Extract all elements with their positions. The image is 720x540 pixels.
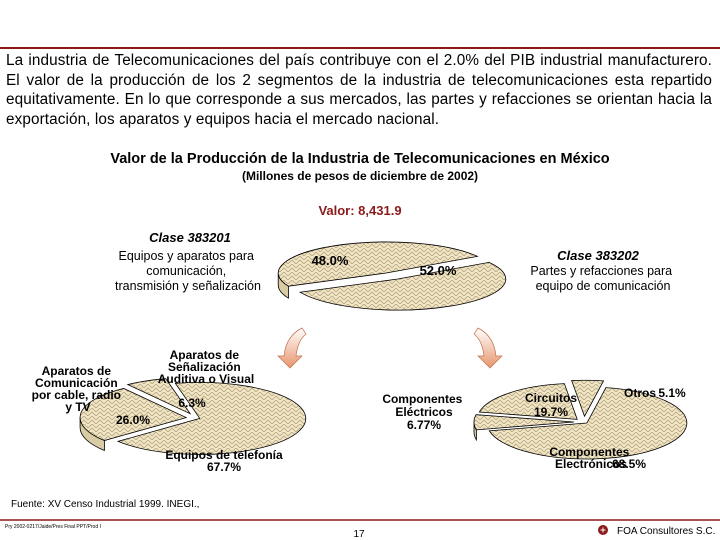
slice-description-0: Equipos y aparatos para comunicación, tr… (115, 249, 261, 293)
right3-line1: Componentes (549, 445, 629, 459)
pie-left (79, 378, 307, 455)
company-name: FOA Consultores S.C. (617, 526, 715, 537)
left1-line1: Aparatos de (170, 348, 240, 362)
source-note: Fuente: XV Censo Industrial 1999. INEGI.… (11, 499, 199, 510)
header-rule (0, 47, 720, 49)
right-value-2: 5.1% (658, 386, 686, 400)
pie-main-slice-0 (277, 241, 479, 299)
desc1-line2: equipo de comunicación (536, 279, 671, 293)
pie-right-slice-0-top (473, 414, 575, 431)
desc1-line1: Partes y refacciones para (530, 264, 672, 278)
left1-line3: Auditiva o Visual (158, 372, 254, 386)
company-logo-icon (598, 525, 608, 535)
left-value-2: 67.7% (207, 460, 241, 474)
right-value-0: 6.77% (407, 418, 441, 432)
pie-left-slice-1 (126, 378, 192, 415)
desc0-line1: Equipos y aparatos para (119, 249, 255, 263)
pie-main-slice-1 (298, 261, 507, 311)
chart-title: Valor de la Producción de la Industria d… (110, 151, 609, 167)
left-value-1: 6.3% (178, 396, 206, 410)
pie-main-slice-1-top (298, 261, 507, 311)
pie-main-slice-0-top (277, 241, 479, 287)
class-label-383202: Clase 383202 (557, 248, 639, 263)
left0-line2: Comunicación (35, 376, 118, 390)
right-value-3: 68.5% (612, 457, 646, 471)
pie-right-slice-2-top (571, 379, 605, 418)
file-path: Pry 2002-0217/Jaide/Pres Final PPT/Prod … (5, 524, 101, 530)
right-value-1: 19.7% (534, 405, 568, 419)
pie-left-slice-0 (79, 388, 188, 452)
value-label-main-0: 48.0% (312, 253, 349, 268)
pie-right (473, 379, 688, 460)
desc0-line2: comunicación, (146, 264, 226, 278)
pie-left-slice-2 (116, 382, 307, 455)
page-number: 17 (353, 529, 365, 540)
pie-main (277, 241, 507, 311)
pie-left-slice-0-top (79, 388, 188, 441)
pie-left-slice-2-top (116, 382, 307, 455)
left-slice-label-0: Aparatos de Comunicación por cable, radi… (32, 364, 125, 414)
intro-paragraph: La industria de Telecomunicaciones del p… (6, 52, 712, 128)
pie-left-slice-1-top (126, 378, 192, 415)
left0-line1: Aparatos de (42, 364, 112, 378)
total-value: Valor: 8,431.9 (318, 203, 401, 218)
pie-right-slice-2 (571, 379, 605, 418)
pie-right-slice-3 (488, 387, 688, 460)
right3-line2: Electrónicos (555, 457, 627, 471)
pie-right-slice-1 (478, 383, 578, 420)
arrow-left (277, 327, 307, 369)
pie-right-slice-3-top (488, 387, 688, 460)
left-slice-name-2: Equipos de telefonía (165, 448, 283, 462)
chart-subtitle: (Millones de pesos de diciembre de 2002) (242, 169, 478, 183)
desc0-line3: transmisión y señalización (115, 279, 261, 293)
right0-line1: Componentes (382, 392, 462, 406)
arrow-right (473, 327, 503, 369)
right-slice-name-1: Circuitos (525, 391, 577, 405)
left0-line4: y TV (65, 400, 90, 414)
right-slice-label-0: Componentes Eléctricos (382, 392, 465, 419)
right0-line2: Eléctricos (395, 405, 453, 419)
pie-right-slice-0 (473, 414, 575, 442)
right-slice-name-2: Otros (624, 386, 656, 400)
left0-line3: por cable, radio (32, 388, 121, 402)
value-label-main-1: 52.0% (420, 263, 457, 278)
left-slice-label-1: Aparatos de Señalización Auditiva o Visu… (158, 348, 254, 386)
slice-description-1: Partes y refacciones para equipo de comu… (530, 264, 675, 293)
right-slice-label-3: Componentes Electrónicos (549, 445, 632, 471)
left1-line2: Señalización (168, 360, 241, 374)
class-label-383201: Clase 383201 (149, 230, 231, 245)
left-value-0: 26.0% (116, 413, 150, 427)
pie-right-slice-1-top (478, 383, 578, 420)
